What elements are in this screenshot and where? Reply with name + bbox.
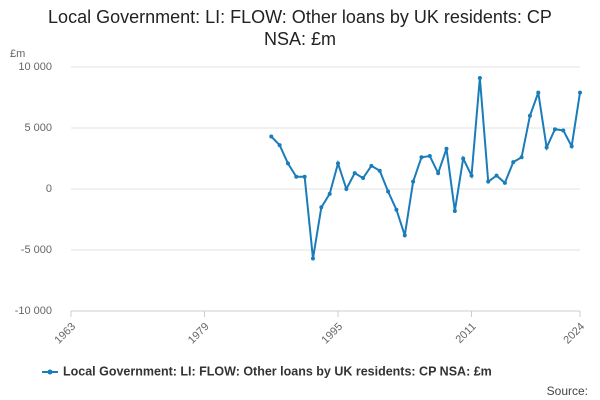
data-point	[411, 179, 416, 184]
data-point	[578, 90, 582, 95]
data-point	[527, 113, 532, 118]
data-point	[511, 160, 516, 165]
data-point	[444, 146, 449, 151]
data-point	[377, 168, 382, 173]
data-point	[386, 189, 391, 194]
data-point	[452, 208, 457, 213]
data-point	[269, 134, 274, 139]
data-point	[310, 256, 315, 261]
data-point	[361, 176, 366, 181]
data-point	[561, 128, 566, 133]
data-point	[419, 155, 424, 160]
x-tick-label: 1979	[186, 321, 212, 347]
data-point	[486, 179, 491, 184]
data-point	[502, 180, 507, 185]
data-point	[294, 174, 299, 179]
x-tick-label: 2024	[561, 321, 587, 347]
chart-title: Local Government: LI: FLOW: Other loans …	[48, 7, 552, 49]
data-point	[436, 171, 441, 176]
data-point	[302, 174, 307, 179]
data-point	[277, 143, 282, 148]
data-point	[402, 233, 407, 238]
data-point	[544, 145, 549, 150]
data-point	[552, 127, 557, 132]
data-point	[336, 161, 341, 166]
data-point	[427, 154, 432, 159]
data-point	[319, 205, 324, 210]
data-point	[327, 191, 332, 196]
y-axis-label: £m	[10, 48, 25, 60]
y-tick-label: 0	[46, 183, 52, 195]
data-point	[394, 207, 399, 212]
y-tick-label: -10 000	[15, 305, 52, 317]
legend-marker	[47, 369, 53, 375]
x-tick-label: 1995	[319, 321, 345, 347]
data-point	[494, 173, 499, 178]
data-point	[461, 156, 466, 161]
legend-item: Local Government: LI: FLOW: Other loans …	[42, 364, 492, 378]
data-point	[569, 144, 574, 149]
y-tick-label: 5 000	[24, 122, 52, 134]
data-point	[477, 75, 482, 80]
x-tick-label: 2011	[453, 321, 478, 346]
data-point	[519, 155, 524, 160]
data-point	[285, 161, 290, 166]
y-tick-label: 10 000	[18, 61, 52, 73]
x-tick-label: 1963	[52, 321, 78, 347]
series-line	[270, 77, 581, 259]
data-point	[536, 90, 541, 95]
legend-label: Local Government: LI: FLOW: Other loans …	[63, 364, 492, 378]
source: Source:	[547, 384, 588, 398]
data-point	[352, 171, 357, 176]
data-point	[469, 173, 474, 178]
y-tick-label: -5 000	[21, 244, 52, 256]
data-point	[344, 187, 349, 191]
data-point	[369, 163, 374, 168]
